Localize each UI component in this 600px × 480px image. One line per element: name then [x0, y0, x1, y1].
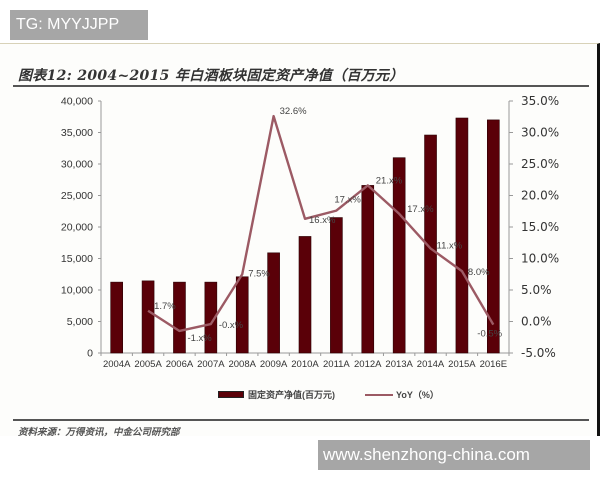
figure-source: 资料来源：万得资讯，中金公司研究部 — [18, 427, 180, 438]
title-divider — [13, 85, 589, 87]
yoy-data-label: -1.x% — [187, 333, 212, 344]
x-axis-tick-label: 2011A — [323, 359, 350, 370]
yoy-data-label: 17.x% — [407, 204, 434, 215]
figure-title: 图表12: 2004~2015 年白酒板块固定资产净值（百万元） — [18, 68, 404, 84]
x-axis-tick-label: 2004A — [103, 359, 131, 370]
bar — [141, 280, 155, 354]
watermark-bottom-right: www.shenzhong-china.com — [318, 440, 590, 470]
bar — [204, 281, 218, 354]
left-axis-tick-label: 20,000 — [61, 222, 93, 234]
right-axis-tick-label: 0.0% — [521, 315, 552, 329]
yoy-data-label: 1.7% — [154, 301, 176, 312]
right-axis-tick-label: 15.0% — [521, 220, 559, 234]
bar — [235, 276, 249, 354]
yoy-data-label: 16.x% — [309, 215, 336, 226]
x-axis-tick-label: 2013A — [385, 359, 413, 370]
bar — [392, 157, 406, 354]
x-axis-tick-label: 2015A — [448, 359, 476, 370]
left-axis-tick-label: 0 — [87, 348, 93, 360]
bar — [361, 185, 375, 354]
yoy-data-label: 21.x% — [376, 175, 403, 186]
x-axis-tick-label: 2008A — [228, 359, 256, 370]
bar — [330, 217, 343, 354]
right-axis-tick-label: 35.0% — [521, 94, 559, 108]
bar — [455, 117, 469, 354]
left-axis-tick-label: 5,000 — [67, 316, 93, 328]
x-axis-tick-label: 2012A — [354, 359, 382, 370]
yoy-data-label: 11.x% — [437, 240, 463, 251]
source-divider — [13, 419, 589, 421]
bar — [173, 281, 186, 354]
x-axis-tick-label: 2014A — [417, 359, 445, 370]
watermark-top-left: TG: MYYJJPP — [10, 10, 148, 40]
legend-line-label: YoY（%） — [396, 390, 439, 400]
bar — [267, 252, 280, 354]
left-axis-tick-label: 15,000 — [61, 253, 93, 265]
yoy-data-label: 32.6% — [280, 106, 307, 117]
yoy-data-label: 17.x% — [334, 195, 361, 206]
yoy-data-label: 8.0% — [468, 267, 490, 278]
legend-bar-label: 固定资产净值(百万元) — [248, 390, 335, 400]
bar — [487, 119, 500, 354]
left-axis-tick-label: 35,000 — [61, 127, 93, 139]
legend-item-bar: 固定资产净值(百万元) — [218, 388, 335, 401]
left-axis-tick-label: 40,000 — [61, 96, 93, 108]
x-axis-tick-label: 2016E — [480, 359, 507, 370]
chart-legend: 固定资产净值(百万元) YoY（%） — [0, 388, 600, 404]
yoy-line — [147, 114, 495, 333]
left-axis-tick-label: 25,000 — [61, 190, 93, 202]
right-axis-tick-label: 20.0% — [521, 189, 559, 203]
bar — [424, 134, 437, 354]
line-swatch-icon — [365, 393, 393, 396]
right-axis-tick-label: 5.0% — [521, 283, 552, 297]
x-axis-tick-label: 2010A — [291, 359, 319, 370]
yoy-data-label: 7.5% — [248, 268, 270, 279]
bar — [110, 281, 123, 354]
right-axis-tick-label: 30.0% — [521, 126, 559, 140]
left-axis-tick-label: 10,000 — [61, 285, 93, 297]
right-axis-tick-label: 25.0% — [521, 157, 559, 171]
bar-swatch-icon — [218, 391, 244, 398]
x-axis-tick-label: 2005A — [134, 359, 162, 370]
right-axis-tick-label: -5.0% — [521, 346, 556, 360]
yoy-data-label: -0.x% — [219, 320, 244, 331]
x-axis-tick-label: 2007A — [197, 359, 225, 370]
right-axis-tick-label: 10.0% — [521, 252, 559, 266]
yoy-data-label: -0.5% — [477, 329, 502, 340]
legend-item-line: YoY（%） — [365, 388, 439, 401]
x-axis-tick-label: 2009A — [260, 359, 288, 370]
bar — [298, 236, 312, 354]
left-axis-tick-label: 30,000 — [61, 159, 93, 171]
x-axis-tick-label: 2006A — [166, 359, 194, 370]
